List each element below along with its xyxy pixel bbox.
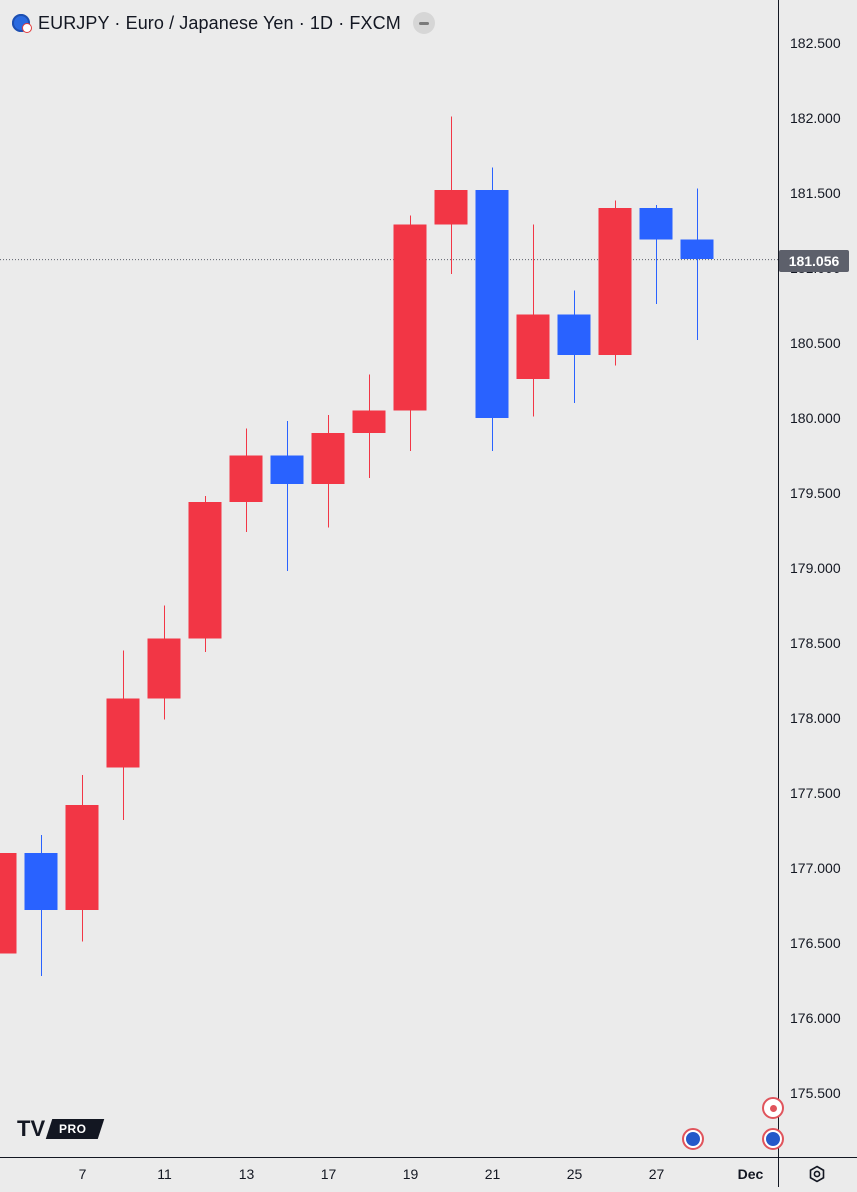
y-tick-label: 179.000 — [790, 560, 841, 576]
candle — [639, 205, 673, 304]
y-tick-label: 176.000 — [790, 1010, 841, 1026]
candle — [188, 496, 222, 652]
x-tick-label: 17 — [321, 1166, 337, 1182]
tradingview-logo[interactable]: TV PRO — [17, 1116, 104, 1141]
tv-logo-mark: TV — [17, 1116, 46, 1141]
y-tick-label: 181.500 — [790, 185, 841, 201]
x-tick-label: 19 — [403, 1166, 419, 1182]
x-tick-label: 7 — [79, 1166, 87, 1182]
x-tick-label: Dec — [738, 1166, 764, 1182]
candle — [24, 835, 58, 976]
candle — [393, 215, 427, 451]
eu-jp-flag-icon — [12, 14, 32, 33]
symbol-header[interactable]: EURJPY · Euro / Japanese Yen · 1D · FXCM — [12, 10, 435, 36]
candle-body — [434, 190, 468, 225]
y-tick-label: 182.500 — [790, 35, 841, 51]
candle — [106, 650, 140, 820]
candle-body — [680, 239, 714, 259]
minus-icon — [418, 21, 429, 25]
candle — [65, 775, 99, 942]
y-tick-label: 177.500 — [790, 785, 841, 801]
candle — [270, 421, 304, 571]
time-axis-panel — [0, 1157, 778, 1187]
current-price-badge: 181.056 — [779, 250, 849, 272]
x-tick-label: 25 — [567, 1166, 583, 1182]
candle-body — [106, 698, 140, 768]
candle-body — [188, 502, 222, 639]
x-tick-label: 21 — [485, 1166, 501, 1182]
candle-body — [65, 805, 99, 910]
candle-body — [229, 455, 263, 502]
y-tick-label: 180.000 — [790, 410, 841, 426]
time-axis: 7 11 13 17 19 21 25 27 Dec — [0, 1157, 857, 1187]
y-tick-label: 177.000 — [790, 860, 841, 876]
price-axis-panel — [778, 0, 857, 1187]
candle-body — [475, 190, 509, 418]
y-tick-label: 178.000 — [790, 710, 841, 726]
economic-event-icon[interactable] — [762, 1128, 784, 1150]
candle — [598, 200, 632, 366]
candle-body — [352, 410, 386, 433]
y-tick-label: 175.500 — [790, 1085, 841, 1101]
pro-badge: PRO — [45, 1119, 104, 1139]
candle — [516, 224, 550, 417]
candle — [680, 188, 714, 340]
candle — [557, 290, 591, 403]
y-tick-label: 179.500 — [790, 485, 841, 501]
candle-body — [598, 208, 632, 355]
candle-body — [557, 314, 591, 355]
candle-body — [516, 314, 550, 379]
candle — [0, 853, 17, 954]
candle-body — [147, 638, 181, 699]
y-tick-label: 180.500 — [790, 335, 841, 351]
candle — [311, 415, 345, 528]
candle-body — [311, 433, 345, 484]
x-tick-label: 13 — [239, 1166, 255, 1182]
candle — [229, 428, 263, 532]
y-tick-label: 178.500 — [790, 635, 841, 651]
y-tick-label: 182.000 — [790, 110, 841, 126]
price-axis: 182.500182.000181.500181.000180.500180.0… — [778, 0, 857, 1187]
candle — [147, 605, 181, 720]
candle — [352, 374, 386, 478]
collapse-button[interactable] — [412, 12, 435, 34]
x-tick-label: 11 — [157, 1166, 172, 1182]
candle — [475, 167, 509, 451]
candle-body — [639, 208, 673, 240]
event-marker-icon[interactable] — [762, 1097, 784, 1119]
candle-body — [270, 455, 304, 484]
symbol-title[interactable]: EURJPY · Euro / Japanese Yen · 1D · FXCM — [38, 12, 401, 33]
candle-body — [393, 224, 427, 411]
gear-icon[interactable] — [806, 1163, 828, 1185]
x-tick-label: 27 — [649, 1166, 665, 1182]
y-tick-label: 176.500 — [790, 935, 841, 951]
candle-body — [0, 853, 17, 954]
candle — [434, 116, 468, 274]
candle-body — [24, 853, 58, 910]
candles-layer — [0, 116, 778, 976]
economic-event-icon[interactable] — [682, 1128, 704, 1150]
